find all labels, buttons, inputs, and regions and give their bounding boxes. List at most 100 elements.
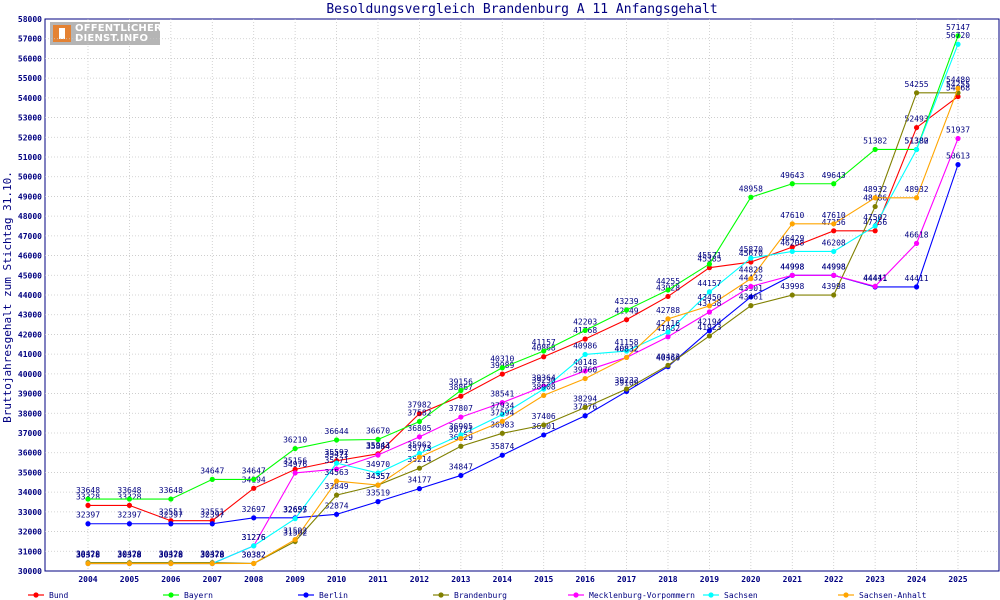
data-point — [85, 560, 91, 567]
y-tick-label: 33000 — [18, 508, 42, 517]
data-label: 34563 — [325, 468, 349, 477]
data-point — [499, 371, 505, 377]
data-point — [831, 181, 837, 187]
data-label: 41882 — [656, 324, 680, 333]
data-point — [333, 492, 340, 498]
y-tick-label: 49000 — [18, 192, 42, 201]
data-label: 33648 — [117, 486, 141, 495]
data-label: 39232 — [615, 376, 639, 385]
data-label: 51937 — [946, 126, 970, 135]
data-label: 35773 — [407, 444, 431, 453]
data-label: 44411 — [905, 274, 929, 283]
data-label: 34847 — [449, 462, 473, 471]
data-point — [665, 362, 671, 368]
data-point — [168, 496, 174, 502]
data-point — [499, 365, 505, 371]
data-label: 36721 — [449, 426, 473, 435]
data-point — [955, 41, 961, 47]
data-point — [872, 283, 878, 289]
data-label: 36644 — [325, 427, 349, 436]
data-point — [541, 348, 547, 354]
y-axis-label: Bruttojahresgehalt zum Stichtag 31.10. — [1, 171, 14, 423]
data-label: 51382 — [905, 136, 929, 145]
data-label: 33648 — [159, 486, 183, 495]
data-point — [913, 90, 920, 96]
data-label: 30378 — [76, 551, 100, 560]
data-label: 38908 — [532, 382, 556, 391]
data-point — [333, 478, 340, 484]
data-label: 36805 — [407, 424, 431, 433]
y-tick-label: 47000 — [18, 232, 42, 241]
data-point — [126, 560, 133, 567]
data-point — [168, 521, 174, 527]
data-point — [416, 450, 423, 457]
data-label: 34970 — [366, 460, 390, 469]
data-point — [913, 146, 920, 153]
series-line — [88, 88, 959, 565]
data-label: 30378 — [117, 551, 141, 560]
data-point — [665, 329, 671, 335]
data-point — [375, 436, 381, 443]
data-point — [416, 465, 423, 471]
data-label: 33849 — [325, 482, 349, 491]
data-label: 30378 — [76, 551, 100, 560]
x-tick-label: 2013 — [451, 575, 470, 584]
data-point — [541, 392, 547, 398]
data-point — [375, 482, 381, 488]
x-tick-label: 2011 — [368, 575, 387, 584]
data-point — [582, 351, 588, 358]
data-label: 44441 — [863, 273, 887, 282]
data-label: 34177 — [407, 476, 431, 485]
y-tick-label: 51000 — [18, 153, 42, 162]
x-tick-label: 2024 — [907, 575, 926, 584]
data-point — [789, 248, 795, 255]
x-tick-label: 2020 — [741, 575, 760, 584]
data-point — [623, 354, 630, 361]
legend-label: Sachsen-Anhalt — [859, 591, 927, 600]
data-point — [872, 146, 878, 153]
data-point — [623, 307, 630, 313]
x-tick-label: 2005 — [120, 575, 139, 584]
data-label: 34357 — [366, 472, 390, 481]
data-label: 44828 — [739, 266, 763, 275]
data-point — [872, 195, 878, 201]
series-brandenburg: 30420 30420 30420 30420 30382 31502 33849 34357… — [76, 80, 970, 567]
data-point — [748, 194, 754, 200]
data-label: 32551 — [159, 508, 183, 517]
y-tick-label: 32000 — [18, 528, 42, 537]
data-label: 32397 — [159, 511, 183, 520]
data-point — [831, 228, 837, 234]
data-label: 44998 — [780, 262, 804, 271]
data-label: 35592 — [325, 448, 349, 457]
data-point — [955, 93, 961, 100]
data-point — [706, 333, 713, 339]
data-label: 44998 — [822, 262, 846, 271]
y-tick-label: 35000 — [18, 468, 42, 477]
x-tick-label: 2012 — [410, 575, 429, 584]
data-label: 31502 — [283, 528, 307, 537]
series-sachsen: 30378 30378 30378 30378 31276 32655 35471 34970… — [76, 31, 970, 567]
logo-icon — [53, 25, 71, 42]
data-label: 46429 — [780, 234, 804, 243]
data-point — [913, 124, 920, 131]
data-point — [126, 496, 133, 502]
data-label: 35962 — [407, 440, 431, 449]
data-label: 30420 — [117, 550, 141, 559]
data-point — [499, 400, 505, 406]
data-label: 50613 — [946, 152, 970, 161]
data-label: 48958 — [739, 184, 763, 193]
data-label: 45571 — [697, 251, 721, 260]
data-label: 32397 — [200, 511, 224, 520]
data-point — [748, 255, 754, 261]
data-label: 40148 — [573, 358, 597, 367]
data-point — [582, 404, 588, 411]
x-tick-label: 2009 — [286, 575, 305, 584]
series-mecklenburg-vorpommern: 3037830378303783037831276349763517135884… — [76, 126, 970, 567]
data-label: 49643 — [822, 171, 846, 180]
data-point — [955, 85, 961, 91]
data-label: 36670 — [366, 427, 390, 436]
data-label: 43450 — [697, 293, 721, 302]
data-label: 47610 — [780, 211, 804, 220]
data-label: 40366 — [656, 354, 680, 363]
y-tick-label: 48000 — [18, 212, 42, 221]
